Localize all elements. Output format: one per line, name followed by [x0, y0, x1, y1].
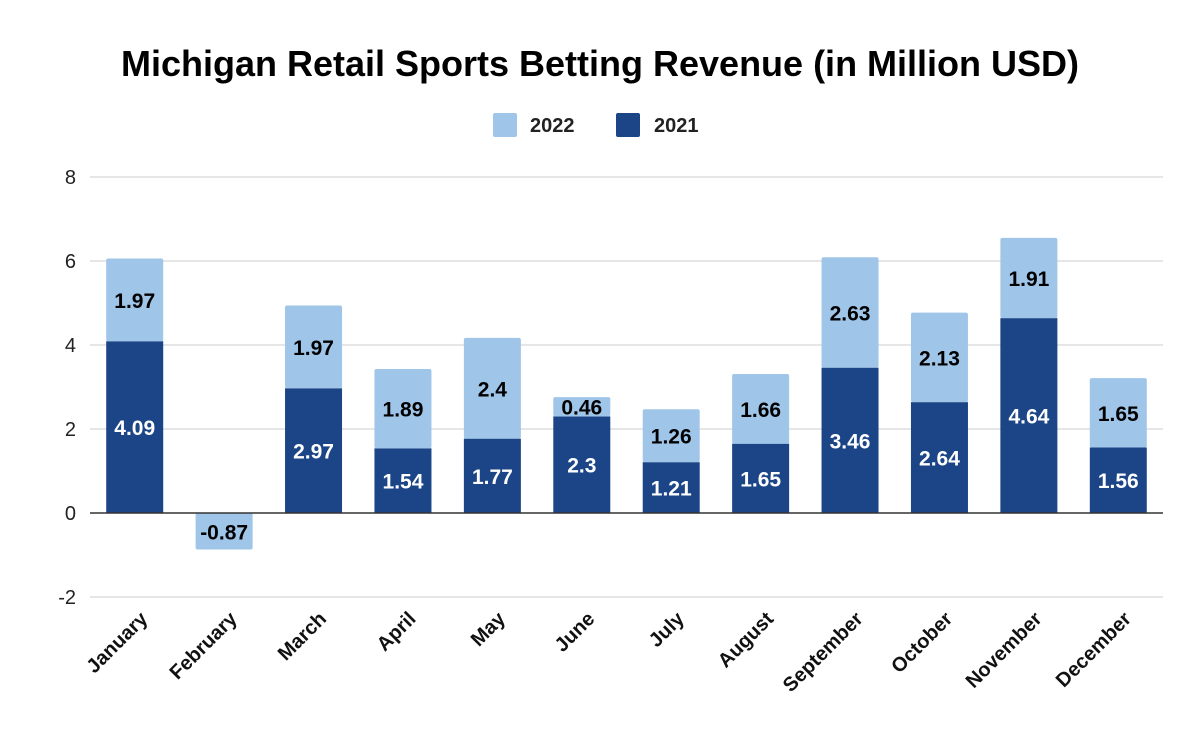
x-tick-label-june: June [551, 608, 600, 657]
data-label-2021-may: 1.77 [472, 466, 513, 489]
legend-item-2022[interactable]: 2022 [493, 113, 575, 137]
y-tick-label: 2 [65, 419, 76, 441]
x-tick-label-september: September [779, 608, 868, 697]
y-tick-label: -2 [58, 587, 76, 609]
legend-label-2022: 2022 [530, 115, 575, 137]
data-label-2022-april: 1.89 [383, 399, 424, 422]
bar-2021-may[interactable] [463, 438, 521, 513]
data-label-2021-august: 1.65 [740, 468, 781, 491]
legend-swatch-2022 [493, 113, 517, 137]
x-tick-label-july: July [645, 607, 689, 651]
y-tick-label: 8 [65, 167, 76, 189]
bar-2021-september[interactable] [821, 367, 879, 513]
x-tick-label-january: January [82, 607, 152, 677]
bar-2022-december[interactable] [1089, 378, 1147, 448]
bar-2021-march[interactable] [285, 388, 343, 513]
data-label-2022-march: 1.97 [293, 337, 334, 360]
x-axis: January February March April May June July Augu… [82, 607, 1136, 696]
bar-2021-june[interactable] [553, 416, 611, 513]
bar-2021-april[interactable] [374, 448, 432, 513]
y-tick-label: 6 [65, 251, 76, 273]
bar-2021-november[interactable] [1000, 318, 1058, 513]
x-tick-label-february: February [166, 607, 243, 684]
data-label-2021-july: 1.21 [651, 478, 692, 501]
data-label-2022-june: 0.46 [561, 397, 602, 420]
bar-2021-december[interactable] [1089, 447, 1147, 513]
legend-swatch-2021 [616, 113, 640, 137]
bar-2022-march[interactable] [285, 305, 343, 389]
data-label-2021-january: 4.09 [114, 417, 155, 440]
data-label-2021-september: 3.46 [830, 430, 871, 453]
x-tick-label-november: November [962, 608, 1047, 693]
x-tick-label-october: October [887, 608, 957, 678]
data-label-2021-december: 1.56 [1098, 470, 1139, 493]
data-label-2022-november: 1.91 [1008, 268, 1049, 291]
data-label-2021-april: 1.54 [383, 471, 424, 494]
bar-2022-september[interactable] [821, 257, 879, 368]
data-label-2022-february: -0.87 [200, 521, 248, 544]
data-label-2021-june: 2.3 [567, 455, 596, 478]
bar-2021-january[interactable] [106, 341, 164, 513]
bar-2022-april[interactable] [374, 368, 432, 449]
bar-2021-october[interactable] [910, 402, 968, 513]
y-tick-label: 4 [65, 335, 76, 357]
x-tick-label-march: March [274, 608, 331, 665]
y-tick-label: 0 [65, 503, 76, 525]
data-label-2021-november: 4.64 [1008, 406, 1049, 429]
bar-2022-february[interactable] [195, 513, 253, 550]
data-label-2022-october: 2.13 [919, 347, 960, 370]
legend: 2022 2021 [493, 113, 699, 137]
bar-2021-july[interactable] [642, 462, 700, 513]
data-label-2022-july: 1.26 [651, 426, 692, 449]
bar-2022-july[interactable] [642, 409, 700, 463]
data-label-2022-september: 2.63 [830, 302, 871, 325]
bar-2022-june[interactable] [553, 397, 611, 417]
bar-2022-january[interactable] [106, 258, 164, 342]
gridlines [90, 176, 1163, 598]
x-tick-label-may: May [467, 607, 511, 651]
bar-2022-october[interactable] [910, 312, 968, 403]
legend-label-2021: 2021 [654, 115, 699, 137]
data-label-2021-march: 2.97 [293, 441, 334, 464]
bar-2022-august[interactable] [732, 373, 790, 444]
bar-2021-august[interactable] [732, 443, 790, 513]
bar-2022-may[interactable] [463, 337, 521, 439]
data-label-2022-may: 2.4 [478, 378, 508, 401]
data-label-2022-august: 1.66 [740, 399, 781, 422]
y-axis: -2 0 2 4 6 8 [58, 167, 76, 609]
x-tick-label-august: August [714, 608, 779, 673]
value-labels: 4.09 1.97 -0.87 2.97 1.97 1.54 1.89 1.77 2.4 2.3 0… [114, 268, 1139, 544]
data-label-2021-october: 2.64 [919, 448, 960, 471]
bar-2022-november[interactable] [1000, 237, 1058, 319]
x-tick-label-april: April [373, 608, 421, 656]
data-label-2022-january: 1.97 [114, 290, 155, 313]
legend-item-2021[interactable]: 2021 [616, 113, 699, 137]
chart-title: Michigan Retail Sports Betting Revenue (… [121, 43, 1079, 84]
x-tick-label-december: December [1052, 608, 1136, 692]
data-label-2022-december: 1.65 [1098, 403, 1139, 426]
bars [106, 237, 1147, 550]
